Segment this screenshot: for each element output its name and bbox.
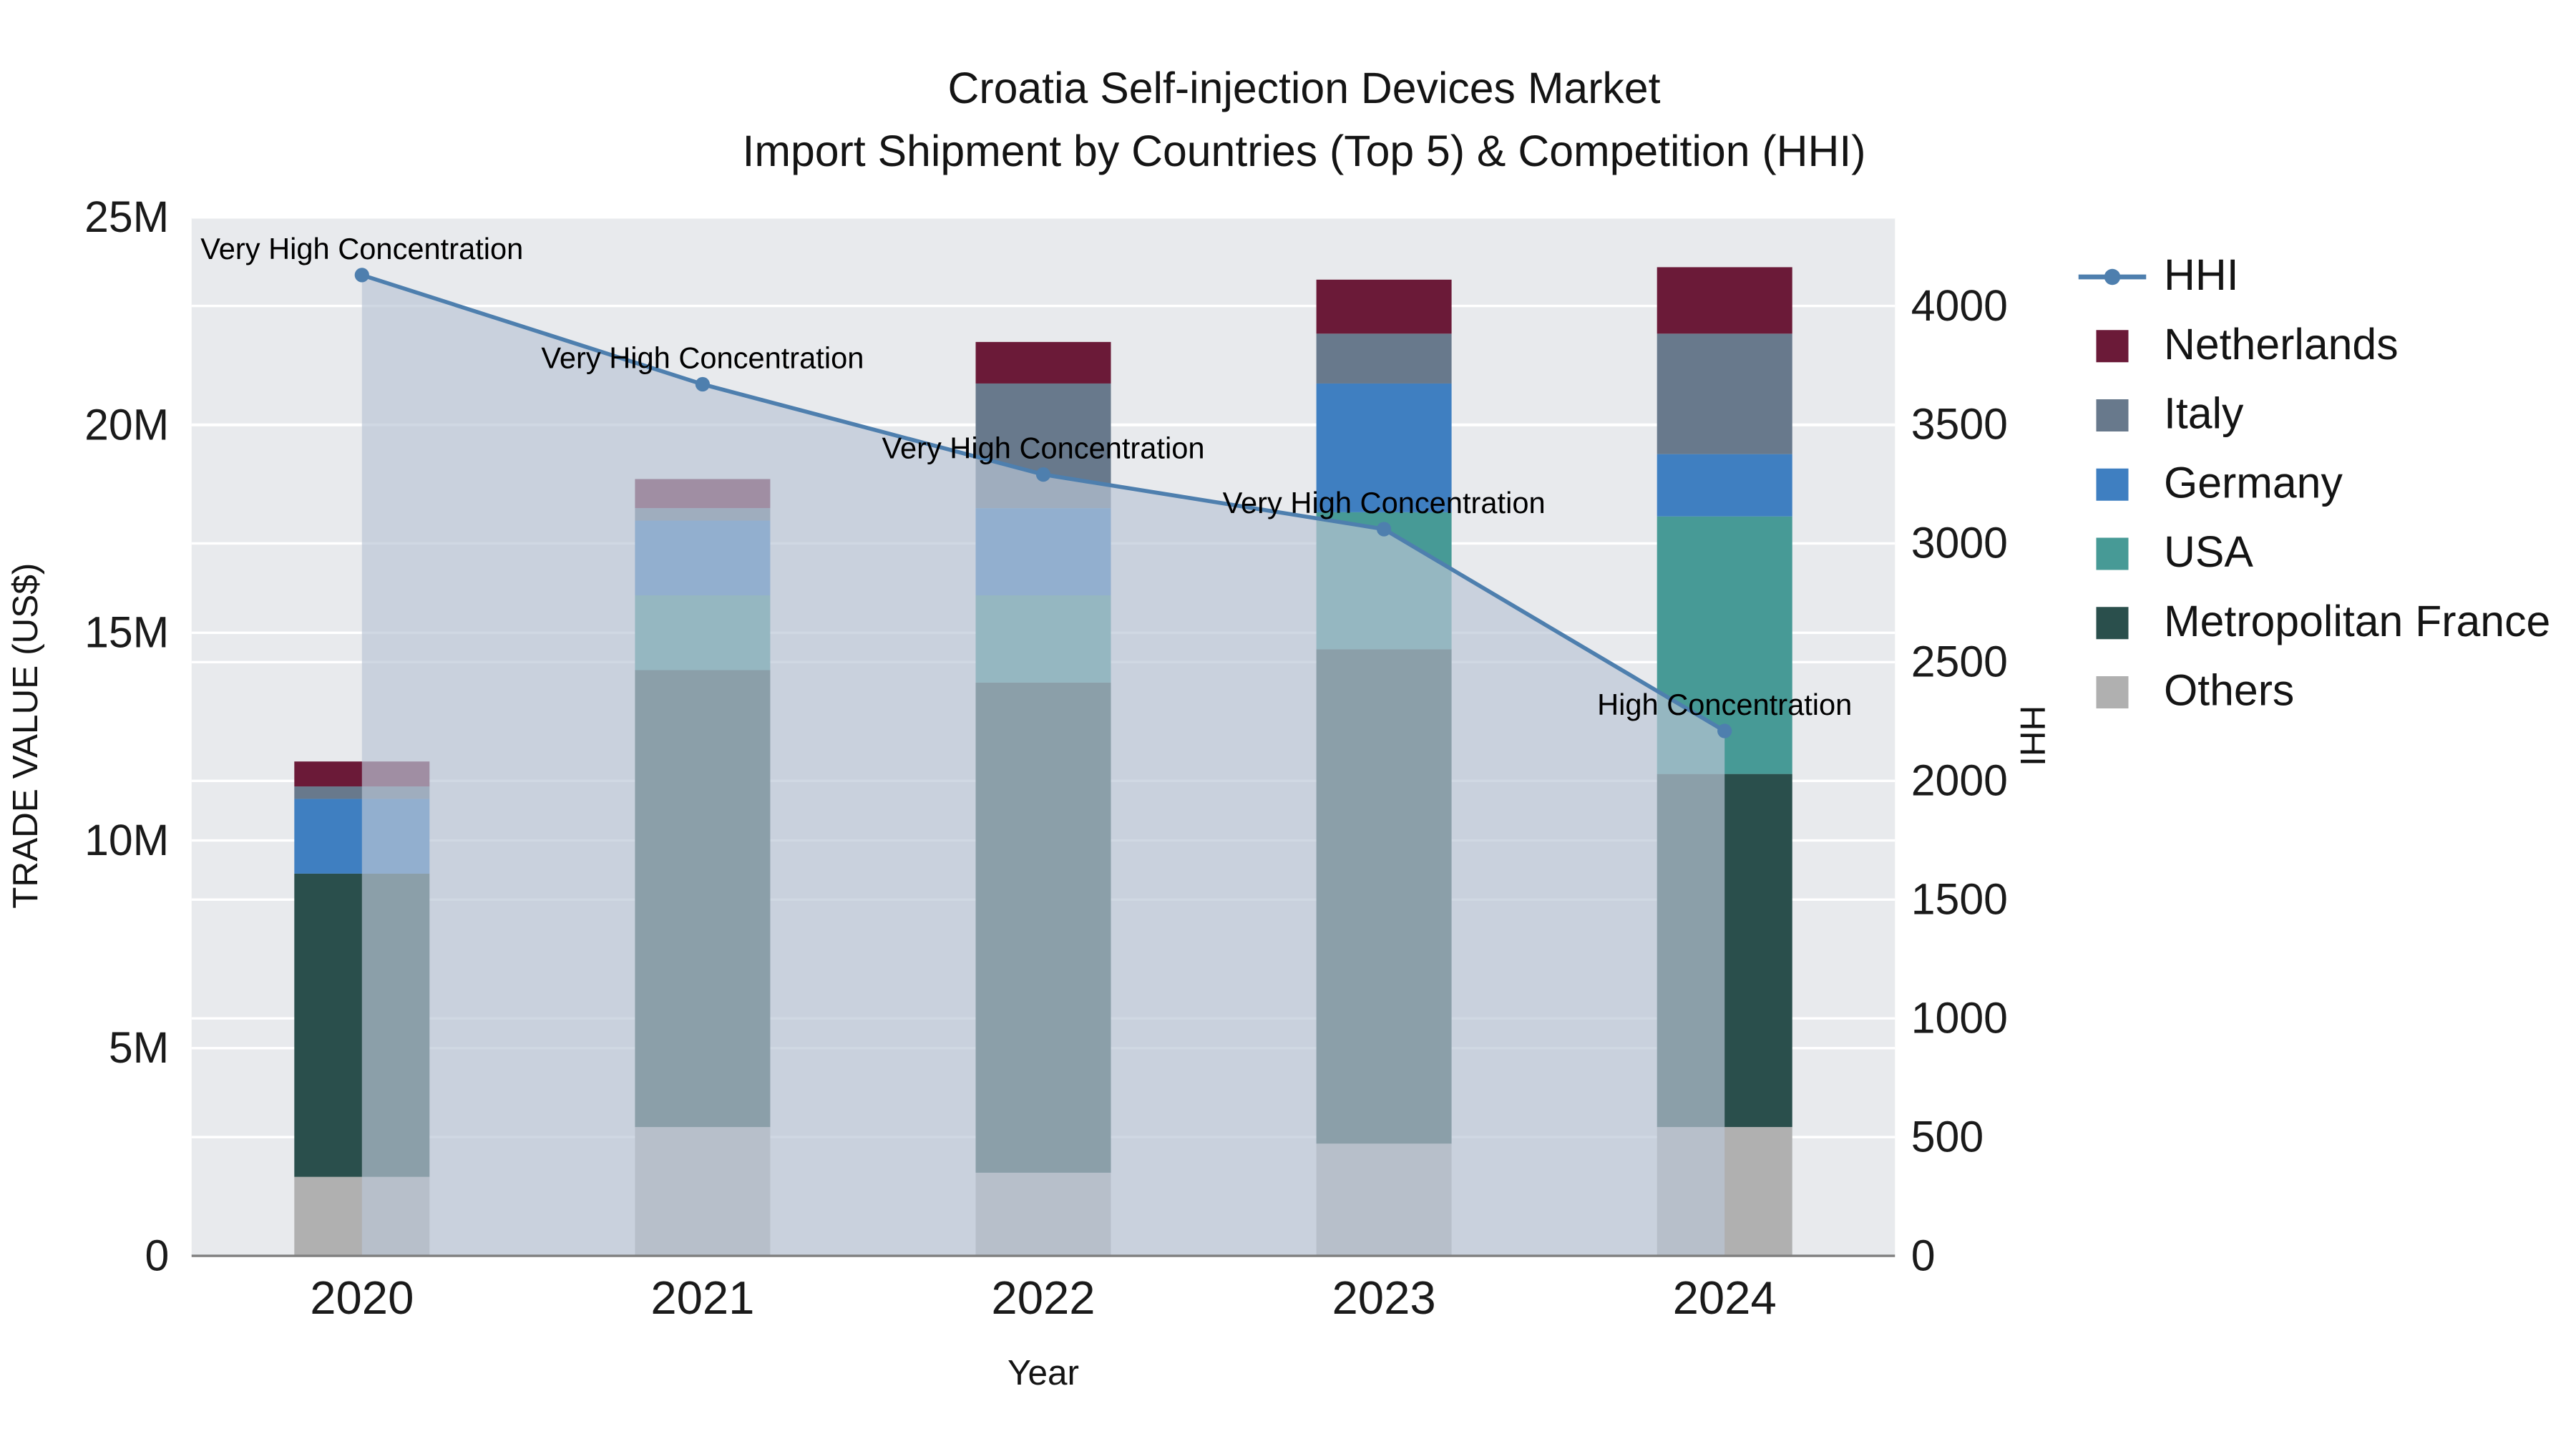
annotation-2020: Very High Concentration — [200, 232, 523, 265]
bar-segment-italy-2023 — [1316, 333, 1452, 384]
legend-line-marker-icon — [2074, 263, 2151, 289]
legend-item-italy[interactable]: Italy — [2074, 380, 2550, 449]
legend-swatch — [2074, 606, 2151, 639]
y-right-tick-label: 2500 — [1911, 638, 2008, 686]
annotation-2023: Very High Concentration — [1223, 486, 1546, 519]
y-left-tick-label: 15M — [84, 608, 169, 657]
legend-color-square — [2096, 467, 2129, 500]
y-left-tick-label: 25M — [84, 192, 169, 241]
y-right-tick-label: 2000 — [1911, 756, 2008, 805]
legend-label: Metropolitan France — [2164, 597, 2551, 646]
y-right-tick-label: 3500 — [1911, 400, 2008, 449]
y-left-tick-label: 20M — [84, 400, 169, 449]
chart-subtitle: Import Shipment by Countries (Top 5) & C… — [742, 127, 1866, 176]
annotation-2024: High Concentration — [1597, 688, 1852, 721]
legend-color-square — [2096, 675, 2129, 708]
bar-segment-netherlands-2024 — [1657, 267, 1792, 334]
y-left-tick-label: 10M — [84, 816, 169, 864]
hhi-legend-glyph — [2078, 268, 2147, 285]
legend-item-others[interactable]: Others — [2074, 657, 2550, 726]
legend: HHI Netherlands Italy Germany USA Metropolita… — [2074, 242, 2550, 726]
x-tick-label: 2024 — [1673, 1272, 1777, 1324]
legend-label: Italy — [2164, 389, 2244, 439]
legend-color-square — [2096, 606, 2129, 639]
hhi-marker-2023 — [1376, 522, 1392, 537]
legend-item-germany[interactable]: Germany — [2074, 449, 2550, 519]
bar-segment-netherlands-2023 — [1316, 279, 1452, 334]
y-right-tick-label: 3000 — [1911, 519, 2008, 567]
legend-item-metropolitan-france[interactable]: Metropolitan France — [2074, 587, 2550, 657]
x-tick-label: 2023 — [1332, 1272, 1436, 1324]
hhi-area — [361, 275, 1725, 1257]
legend-swatch — [2074, 398, 2151, 431]
x-tick-label: 2022 — [991, 1272, 1095, 1324]
y-right-tick-label: 4000 — [1911, 281, 2008, 330]
left-axis-title: TRADE VALUE (US$) — [4, 562, 45, 909]
hhi-marker-2021 — [695, 376, 711, 392]
legend-item-netherlands[interactable]: Netherlands — [2074, 311, 2550, 380]
legend-swatch — [2074, 467, 2151, 500]
legend-swatch — [2074, 537, 2151, 570]
legend-item-hhi[interactable]: HHI — [2074, 242, 2550, 311]
y-right-tick-label: 1000 — [1911, 993, 2008, 1042]
y-right-tick-label: 0 — [1911, 1231, 1936, 1279]
chart-title-block: Croatia Self-injection Devices Market Im… — [16, 64, 2576, 177]
x-axis-title: Year — [1007, 1352, 1080, 1393]
bar-segment-germany-2023 — [1316, 383, 1452, 512]
legend-color-square — [2096, 537, 2129, 570]
x-tick-label: 2021 — [650, 1272, 754, 1324]
legend-label: HHI — [2164, 251, 2239, 300]
legend-swatch — [2074, 675, 2151, 708]
legend-swatch — [2074, 329, 2151, 362]
y-left-tick-label: 0 — [145, 1231, 169, 1279]
bar-segment-netherlands-2022 — [975, 341, 1111, 384]
hhi-marker-2024 — [1717, 723, 1732, 738]
y-right-tick-label: 1500 — [1911, 874, 2008, 923]
legend-label: Germany — [2164, 459, 2343, 507]
bar-segment-italy-2024 — [1657, 333, 1792, 454]
annotation-2022: Very High Concentration — [882, 431, 1204, 465]
legend-label: Others — [2164, 666, 2295, 716]
chart-title: Croatia Self-injection Devices Market — [947, 64, 1661, 113]
hhi-marker-2020 — [354, 268, 369, 283]
bar-segment-germany-2024 — [1657, 454, 1792, 517]
right-axis-title: HHI — [2012, 705, 2053, 766]
legend-item-usa[interactable]: USA — [2074, 519, 2550, 588]
x-tick-label: 2020 — [310, 1272, 414, 1324]
legend-label: USA — [2164, 528, 2253, 577]
annotation-2021: Very High Concentration — [541, 341, 864, 375]
hhi-marker-2022 — [1035, 467, 1051, 482]
y-left-tick-label: 5M — [109, 1023, 169, 1072]
legend-label: Netherlands — [2164, 320, 2399, 369]
y-right-tick-label: 500 — [1911, 1112, 1984, 1161]
legend-color-square — [2096, 329, 2129, 362]
legend-color-square — [2096, 398, 2129, 431]
